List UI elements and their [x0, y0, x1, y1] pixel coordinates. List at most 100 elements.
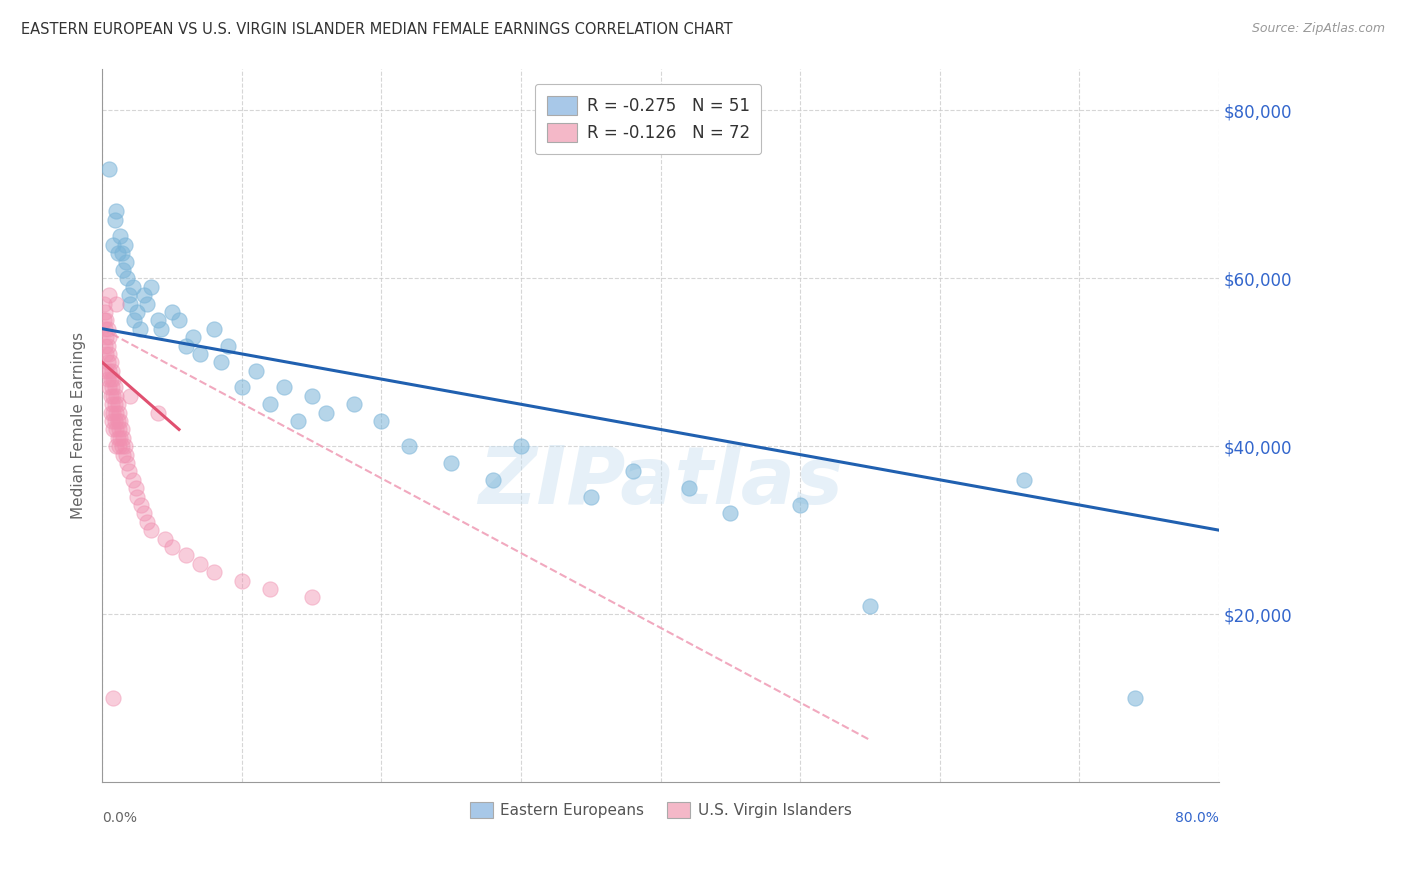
Point [98, 364, 121, 378]
Point [105, 389, 128, 403]
Point [202, 322, 225, 336]
Point [132, 288, 155, 302]
Point [160, 305, 183, 319]
Point [259, 582, 281, 596]
Point [96, 347, 118, 361]
Point [129, 322, 152, 336]
Point [342, 397, 364, 411]
Point [125, 481, 148, 495]
Point [98, 347, 121, 361]
Point [114, 237, 136, 252]
Point [117, 456, 139, 470]
Point [103, 237, 125, 252]
Point [115, 254, 138, 268]
Point [124, 313, 146, 327]
Point [118, 288, 141, 302]
Point [103, 691, 125, 706]
Point [101, 380, 124, 394]
Point [111, 422, 134, 436]
Point [98, 330, 121, 344]
Point [100, 372, 122, 386]
Point [112, 448, 135, 462]
Point [174, 338, 197, 352]
Point [209, 355, 232, 369]
Point [94, 338, 117, 352]
Point [231, 574, 253, 588]
Point [510, 439, 533, 453]
Point [104, 397, 127, 411]
Text: ZIPatlas: ZIPatlas [478, 443, 844, 521]
Point [110, 414, 132, 428]
Point [621, 465, 644, 479]
Point [120, 389, 142, 403]
Point [188, 347, 211, 361]
Point [105, 296, 128, 310]
Point [231, 380, 253, 394]
Point [135, 296, 157, 310]
Point [94, 305, 117, 319]
Point [370, 414, 392, 428]
Text: 80.0%: 80.0% [1175, 811, 1219, 824]
Point [108, 406, 131, 420]
Point [217, 338, 239, 352]
Point [118, 465, 141, 479]
Point [101, 397, 124, 411]
Point [111, 439, 134, 453]
Point [107, 431, 129, 445]
Point [122, 279, 145, 293]
Point [103, 372, 125, 386]
Point [127, 490, 149, 504]
Point [104, 212, 127, 227]
Point [482, 473, 505, 487]
Point [107, 414, 129, 428]
Point [132, 507, 155, 521]
Point [315, 406, 337, 420]
Point [105, 204, 128, 219]
Point [259, 397, 281, 411]
Point [101, 414, 124, 428]
Point [111, 246, 134, 260]
Point [127, 305, 149, 319]
Point [153, 532, 176, 546]
Point [103, 422, 125, 436]
Point [789, 498, 811, 512]
Point [104, 380, 127, 394]
Point [146, 406, 169, 420]
Point [398, 439, 420, 453]
Point [859, 599, 882, 613]
Point [94, 322, 117, 336]
Point [100, 389, 122, 403]
Point [100, 355, 122, 369]
Point [100, 406, 122, 420]
Point [103, 389, 125, 403]
Point [1123, 691, 1146, 706]
Text: EASTERN EUROPEAN VS U.S. VIRGIN ISLANDER MEDIAN FEMALE EARNINGS CORRELATION CHAR: EASTERN EUROPEAN VS U.S. VIRGIN ISLANDER… [21, 22, 733, 37]
Point [97, 355, 120, 369]
Point [115, 448, 138, 462]
Point [105, 439, 128, 453]
Point [160, 540, 183, 554]
Point [301, 591, 323, 605]
Point [135, 515, 157, 529]
Point [108, 422, 131, 436]
Legend: Eastern Europeans, U.S. Virgin Islanders: Eastern Europeans, U.S. Virgin Islanders [464, 796, 858, 824]
Text: 0.0%: 0.0% [103, 811, 138, 824]
Point [122, 473, 145, 487]
Point [107, 397, 129, 411]
Point [110, 431, 132, 445]
Point [120, 296, 142, 310]
Point [112, 431, 135, 445]
Point [273, 380, 295, 394]
Point [97, 372, 120, 386]
Point [105, 422, 128, 436]
Point [93, 296, 115, 310]
Point [103, 406, 125, 420]
Point [139, 279, 162, 293]
Point [98, 380, 121, 394]
Point [97, 322, 120, 336]
Point [149, 322, 172, 336]
Point [167, 313, 190, 327]
Point [101, 364, 124, 378]
Point [139, 523, 162, 537]
Point [110, 229, 132, 244]
